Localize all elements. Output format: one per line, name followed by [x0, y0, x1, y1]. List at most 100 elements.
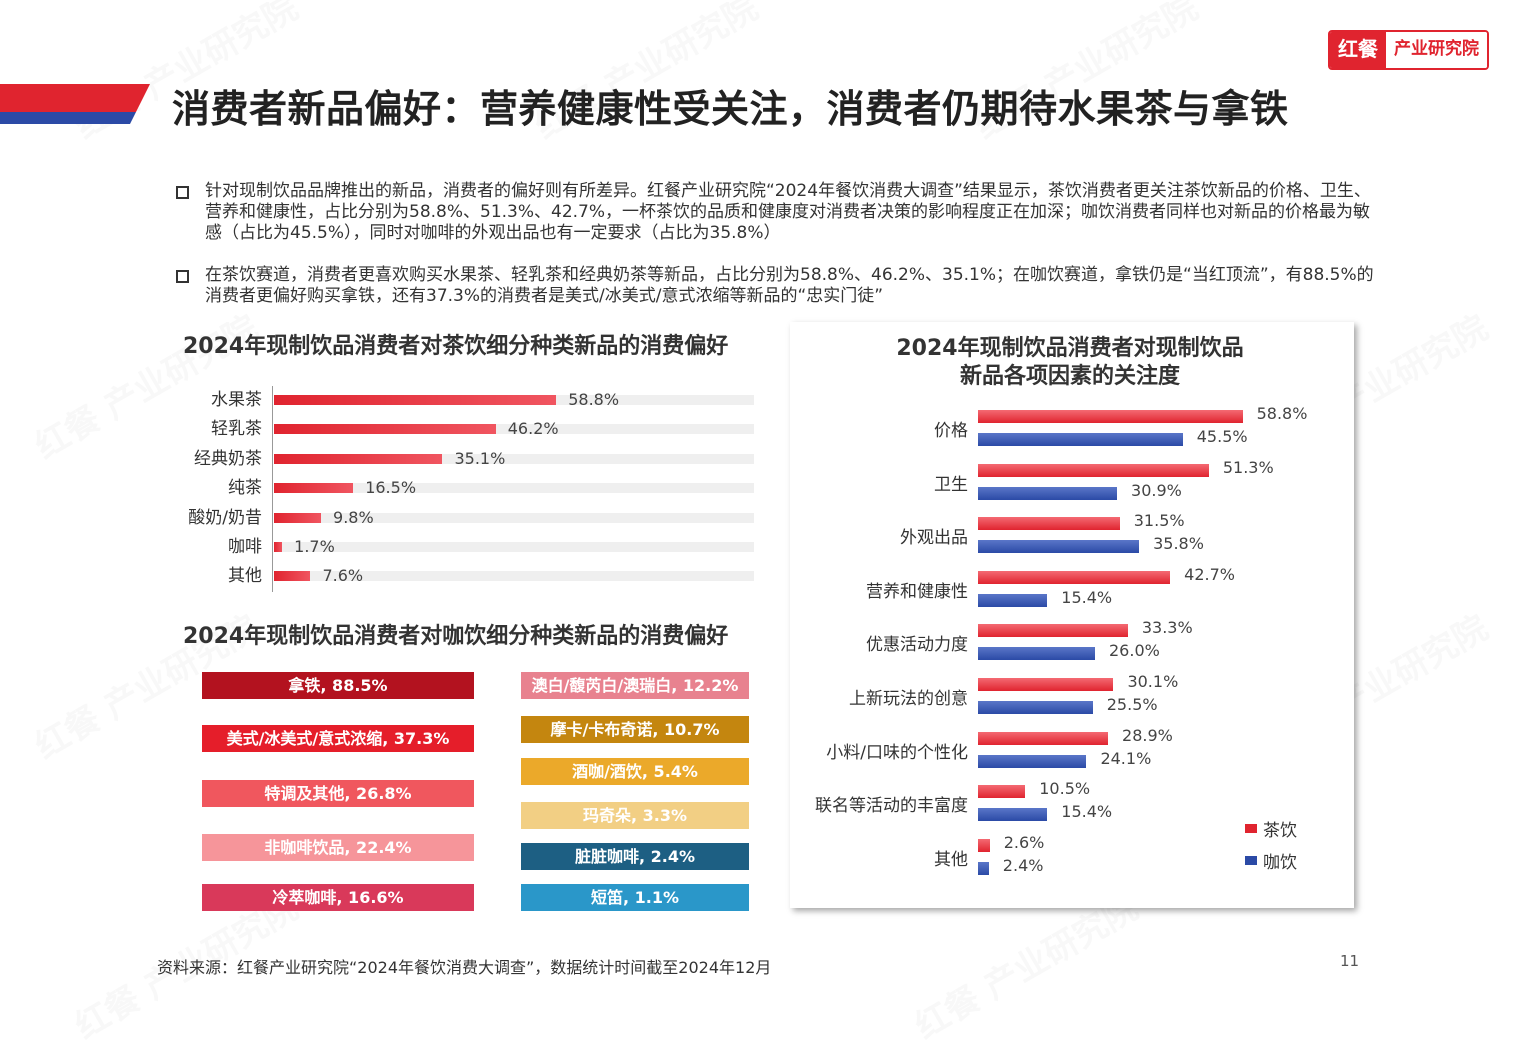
factor-bar-tea — [978, 678, 1114, 691]
factor-value-label: 30.1% — [1127, 672, 1179, 691]
tea-value-label: 58.8% — [568, 390, 620, 409]
factor-bar-tea — [978, 838, 990, 852]
tea-bar-row: 经典奶茶 35.1% — [150, 448, 770, 470]
tea-bar — [274, 542, 283, 552]
tea-category-label: 其他 — [228, 566, 262, 587]
factor-value-label: 26.0% — [1109, 641, 1160, 661]
tea-bar-track — [274, 571, 754, 582]
tea-bar — [274, 395, 557, 405]
factor-bar-tea — [978, 785, 1026, 799]
tea-value-label: 7.6% — [322, 566, 364, 586]
coffee-category-box: 酒咖/酒饮, 5.4% — [521, 758, 749, 785]
tea-bar-row: 轻乳茶 46.2% — [150, 418, 770, 440]
factor-bar-coffee — [978, 593, 1048, 607]
factor-value-label: 15.4% — [1061, 802, 1113, 822]
coffee-category-box: 澳白/馥芮白/澳瑞白, 12.2% — [521, 672, 749, 699]
tea-bar-row: 水果茶 58.8% — [150, 389, 770, 411]
tea-category-label: 咖啡 — [228, 537, 262, 557]
coffee-category-box: 拿铁, 88.5% — [202, 672, 474, 699]
coffee-category-box: 玛奇朵, 3.3% — [521, 802, 749, 829]
factor-value-label: 33.3% — [1141, 618, 1193, 638]
coffee-chart-title: 2024年现制饮品消费者对咖饮细分种类新品的消费偏好 — [183, 624, 729, 649]
factor-bar-tea — [978, 517, 1120, 531]
factor-value-label: 45.5% — [1196, 427, 1248, 446]
factor-value-label: 30.9% — [1131, 480, 1182, 500]
factor-chart-panel: 2024年现制饮品消费者对现制饮品 新品各项因素的关注度 价格 58.8% 45.5… — [790, 322, 1354, 908]
legend-item-tea: 茶饮 — [1245, 816, 1297, 841]
factor-bar-tea — [978, 410, 1243, 423]
factor-value-label: 51.3% — [1222, 457, 1274, 477]
factor-category-label: 营养和健康性 — [866, 581, 968, 602]
factor-chart-title-line1: 2024年现制饮品消费者对现制饮品 — [896, 336, 1244, 361]
factor-bar-coffee — [978, 540, 1140, 554]
tea-value-label: 35.1% — [454, 448, 506, 468]
factor-bar-tea — [978, 570, 1171, 584]
coffee-category-box: 摩卡/卡布奇诺, 10.7% — [521, 716, 749, 743]
factor-category-label: 联名等活动的丰富度 — [815, 796, 968, 817]
source-note: 资料来源：红餐产业研究院“2024年餐饮消费大调查”，数据统计时间截至2024年… — [157, 958, 772, 977]
tea-value-label: 46.2% — [507, 419, 559, 439]
tea-category-label: 酸奶/奶昔 — [188, 507, 262, 528]
coffee-category-box: 脏脏咖啡, 2.4% — [521, 843, 749, 870]
logo-mark: 红餐 — [1330, 32, 1386, 68]
tea-bar-track — [274, 424, 754, 435]
coffee-category-box: 短笛, 1.1% — [521, 884, 749, 911]
legend-label: 茶饮 — [1263, 821, 1297, 841]
tea-bar-row: 咖啡 1.7% — [150, 536, 770, 558]
legend-label: 咖饮 — [1263, 853, 1297, 873]
factor-value-label: 15.4% — [1061, 587, 1113, 607]
tea-bar — [274, 453, 443, 464]
tea-chart-title: 2024年现制饮品消费者对茶饮细分种类新品的消费偏好 — [183, 334, 729, 359]
factor-category-label: 其他 — [934, 849, 968, 870]
factor-bar-tea — [978, 624, 1128, 638]
bullet-text: 在茶饮赛道，消费者更喜欢购买水果茶、轻乳茶和经典奶茶等新品，占比分别为58.8%… — [205, 265, 1374, 306]
tea-bar — [274, 424, 496, 435]
tea-bar — [274, 483, 354, 494]
bullet-square-icon — [176, 186, 189, 199]
factor-value-label: 35.8% — [1153, 534, 1204, 554]
factor-value-label: 2.6% — [1003, 832, 1045, 852]
factor-value-label: 42.7% — [1184, 564, 1235, 584]
factor-category-label: 卫生 — [934, 474, 968, 495]
factor-value-label: 24.1% — [1100, 748, 1152, 768]
bullet-text: 针对现制饮品品牌推出的新品，消费者的偏好则有所差异。红餐产业研究院“2024年餐… — [205, 181, 1371, 243]
bullet-square-icon — [176, 270, 189, 283]
factor-category-label: 价格 — [934, 421, 968, 441]
tea-value-label: 1.7% — [294, 537, 335, 556]
coffee-category-box: 非咖啡饮品, 22.4% — [202, 834, 474, 861]
factor-value-label: 2.4% — [1002, 855, 1044, 875]
factor-bar-coffee — [978, 701, 1093, 714]
tea-bar-row: 酸奶/奶昔 9.8% — [150, 507, 770, 529]
tea-value-label: 16.5% — [365, 478, 417, 498]
factor-bar-tea — [978, 463, 1209, 477]
tea-value-label: 9.8% — [333, 507, 374, 527]
factor-value-label: 28.9% — [1122, 725, 1173, 745]
coffee-category-box: 美式/冰美式/意式浓缩, 37.3% — [202, 725, 474, 752]
page-number: 11 — [1340, 952, 1360, 970]
tea-bar — [274, 571, 311, 582]
logo-text: 产业研究院 — [1386, 32, 1487, 68]
coffee-category-box: 特调及其他, 26.8% — [202, 780, 474, 807]
page-title: 消费者新品偏好：营养健康性受关注，消费者仍期待水果茶与拿铁 — [172, 87, 1289, 131]
factor-bar-coffee — [978, 647, 1095, 661]
tea-chart-axis — [272, 386, 273, 592]
tea-bar-row: 纯茶 16.5% — [150, 477, 770, 499]
factor-chart-title-line2: 新品各项因素的关注度 — [959, 364, 1180, 389]
brand-logo: 红餐 产业研究院 — [1328, 30, 1489, 70]
factor-category-label: 小料/口味的个性化 — [826, 742, 968, 763]
factor-bar-coffee — [978, 433, 1183, 446]
tea-category-label: 水果茶 — [211, 390, 262, 410]
tea-bar-row: 其他 7.6% — [150, 565, 770, 587]
bullet-item: 针对现制饮品品牌推出的新品，消费者的偏好则有所差异。红餐产业研究院“2024年餐… — [176, 181, 1376, 244]
factor-category-label: 上新玩法的创意 — [849, 689, 968, 709]
tea-bar — [274, 512, 322, 523]
factor-value-label: 10.5% — [1039, 779, 1091, 799]
factor-category-label: 优惠活动力度 — [866, 635, 968, 656]
factor-bar-coffee — [978, 861, 989, 875]
bullet-item: 在茶饮赛道，消费者更喜欢购买水果茶、轻乳茶和经典奶茶等新品，占比分别为58.8%… — [176, 265, 1376, 307]
factor-category-label: 外观出品 — [900, 528, 968, 549]
factor-value-label: 25.5% — [1106, 695, 1158, 714]
legend-item-coffee: 咖饮 — [1245, 848, 1297, 873]
tea-bar-track — [274, 542, 754, 552]
factor-bar-coffee — [978, 486, 1118, 500]
